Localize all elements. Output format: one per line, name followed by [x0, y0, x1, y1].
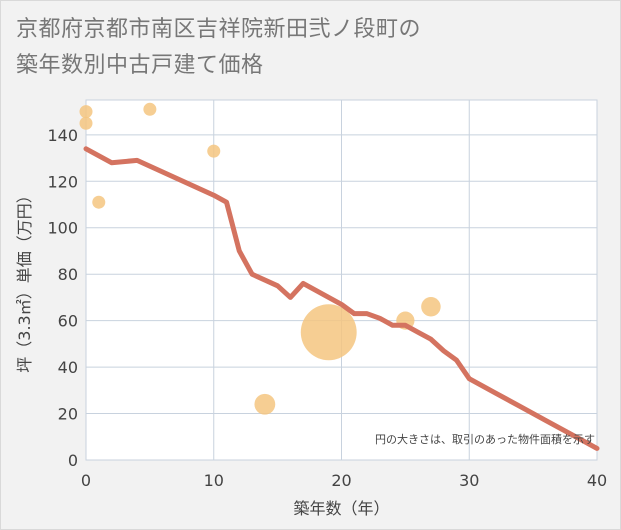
- x-tick-label: 10: [204, 471, 224, 490]
- y-axis-title: 坪（3.3㎡）単価（万円）: [15, 187, 34, 372]
- trend-line: [83, 146, 600, 451]
- bubble-point: [207, 144, 221, 158]
- y-tick-label: 120: [47, 172, 78, 191]
- y-tick-label: 80: [58, 265, 78, 284]
- y-tick-label: 60: [58, 312, 78, 331]
- bubble-point: [79, 105, 93, 119]
- x-tick-label: 20: [331, 471, 351, 490]
- y-tick-label: 0: [68, 451, 78, 470]
- x-tick-labels: 0 10 20 30 40: [81, 471, 607, 490]
- chart-title-line-1: 京都府京都市南区吉祥院新田弐ノ段町の: [16, 17, 422, 42]
- bubble-point: [79, 116, 93, 130]
- bubble-point: [92, 195, 106, 209]
- x-axis-title: 築年数（年）: [293, 499, 389, 518]
- bubble-point: [300, 304, 357, 361]
- y-tick-labels: 0 20 40 60 80 100 120 140: [47, 126, 78, 470]
- bubble-point: [254, 393, 276, 415]
- bubble-size-note: 円の大きさは、取引のあった物件面積を示す: [375, 432, 595, 446]
- y-tick-label: 20: [58, 405, 78, 424]
- y-tick-label: 100: [47, 219, 78, 238]
- y-tick-label: 40: [58, 358, 78, 377]
- bubble-point: [421, 296, 441, 317]
- bubble-point: [143, 102, 157, 116]
- x-tick-label: 40: [587, 471, 607, 490]
- chart-title: 京都府京都市南区吉祥院新田弐ノ段町の 築年数別中古戸建て価格: [16, 12, 421, 84]
- chart-title-line-2: 築年数別中古戸建て価格: [16, 53, 264, 78]
- x-tick-label: 30: [459, 471, 479, 490]
- y-tick-label: 140: [47, 126, 78, 145]
- x-tick-label: 0: [81, 471, 91, 490]
